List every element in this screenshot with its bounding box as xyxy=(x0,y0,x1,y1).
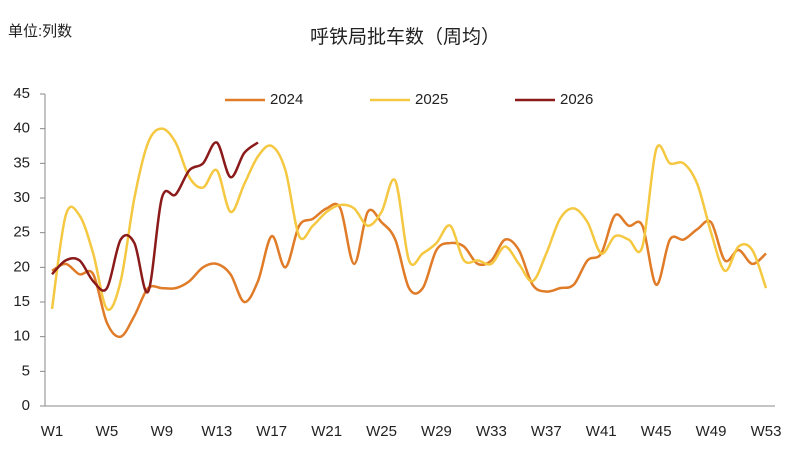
y-tick-label: 45 xyxy=(13,85,30,102)
legend-label: 2026 xyxy=(560,91,593,108)
x-tick-label: W33 xyxy=(476,423,507,440)
legend-label: 2025 xyxy=(415,91,448,108)
y-tick-label: 35 xyxy=(13,154,30,171)
y-tick-label: 40 xyxy=(13,120,30,137)
y-tick-label: 0 xyxy=(22,397,30,414)
x-tick-label: W13 xyxy=(201,423,232,440)
x-tick-label: W5 xyxy=(96,423,119,440)
x-tick-label: W45 xyxy=(641,423,672,440)
series-line xyxy=(51,202,767,339)
x-tick-label: W17 xyxy=(256,423,287,440)
unit-label: 单位:列数 xyxy=(8,23,72,40)
x-tick-label: W41 xyxy=(586,423,617,440)
x-tick-label: W9 xyxy=(151,423,174,440)
y-tick-label: 5 xyxy=(22,362,30,379)
y-tick-label: 30 xyxy=(13,189,30,206)
x-tick-label: W53 xyxy=(751,423,782,440)
x-tick-label: W29 xyxy=(421,423,452,440)
y-tick-label: 20 xyxy=(13,258,30,275)
legend-label: 2024 xyxy=(270,91,303,108)
x-tick-label: W21 xyxy=(311,423,342,440)
y-tick-label: 15 xyxy=(13,293,30,310)
chart-title: 呼铁局批车数（周均） xyxy=(310,26,500,48)
series-line xyxy=(51,141,259,294)
x-tick-label: W37 xyxy=(531,423,562,440)
series-line xyxy=(50,127,768,312)
x-tick-label: W49 xyxy=(696,423,727,440)
x-tick-label: W1 xyxy=(41,423,64,440)
y-tick-label: 25 xyxy=(13,224,30,241)
x-tick-label: W25 xyxy=(366,423,397,440)
y-tick-label: 10 xyxy=(13,328,30,345)
